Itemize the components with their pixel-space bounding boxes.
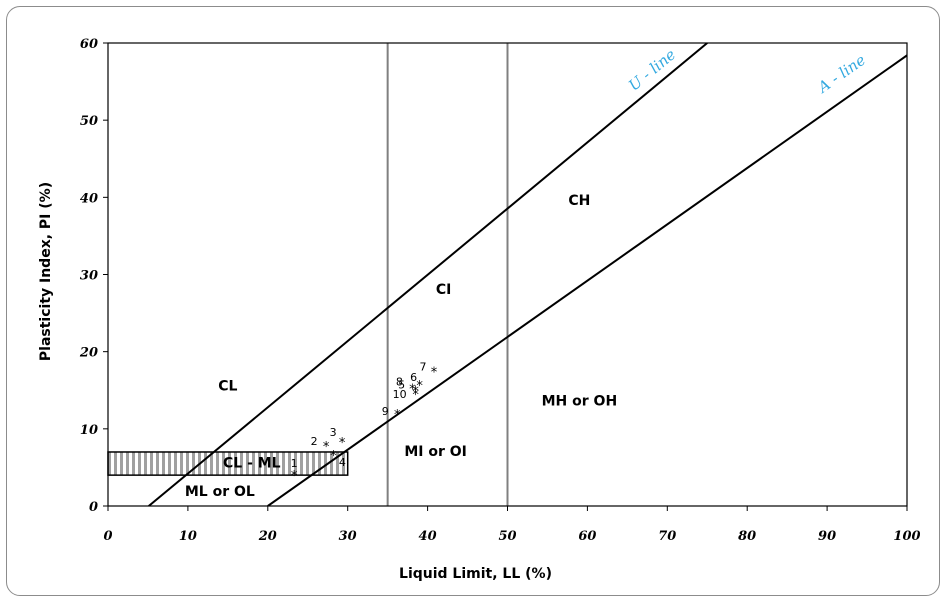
zone-label-ch: CH xyxy=(568,193,590,209)
data-point-label-10: 10 xyxy=(393,388,407,401)
x-tick-label: 40 xyxy=(419,529,437,544)
y-axis-title: Plasticity Index, PI (%) xyxy=(38,182,54,361)
y-tick-label: 60 xyxy=(80,37,98,52)
data-point-label-3: 3 xyxy=(330,426,337,439)
data-point-3: * xyxy=(339,436,346,451)
data-point-label-8: 8 xyxy=(396,376,403,389)
data-point-6: * xyxy=(416,379,423,394)
data-point-1: * xyxy=(291,469,298,484)
data-point-8: * xyxy=(409,383,416,398)
y-tick-label: 30 xyxy=(80,269,98,284)
data-point-label-9: 9 xyxy=(382,405,389,418)
x-tick-label: 30 xyxy=(339,529,357,544)
data-point-5: * xyxy=(412,384,419,399)
zone-label-mh-or-oh: MH or OH xyxy=(542,394,618,410)
zone-label-ci: CI xyxy=(436,282,451,298)
chart-frame xyxy=(6,6,940,596)
zone-label-cl: CL xyxy=(218,378,237,394)
data-point-9: * xyxy=(394,408,401,423)
a-line xyxy=(267,54,907,506)
u-line-label: U - line xyxy=(625,45,679,94)
zone-label-mi-or-oi: MI or OI xyxy=(404,444,467,460)
x-tick-label: 90 xyxy=(818,529,836,544)
data-point-2: * xyxy=(323,440,330,455)
zone-label-cl-ml: CL - ML xyxy=(223,455,281,471)
x-tick-label: 100 xyxy=(893,529,920,544)
data-point-label-6: 6 xyxy=(410,371,417,384)
data-point-10: * xyxy=(412,388,419,403)
data-point-label-7: 7 xyxy=(419,361,426,374)
x-tick-label: 20 xyxy=(258,529,277,544)
x-tick-label: 50 xyxy=(498,529,516,544)
x-axis-title: Liquid Limit, LL (%) xyxy=(399,566,552,582)
x-tick-label: 70 xyxy=(658,529,676,544)
y-tick-label: 20 xyxy=(79,346,98,361)
x-tick-label: 80 xyxy=(738,529,756,544)
x-tick-label: 10 xyxy=(179,529,197,544)
data-point-label-4: 4 xyxy=(339,456,346,469)
y-tick-label: 50 xyxy=(80,114,98,129)
y-tick-label: 40 xyxy=(80,191,98,206)
data-point-7: * xyxy=(431,366,438,381)
data-point-4: * xyxy=(330,449,337,464)
data-point-label-5: 5 xyxy=(398,378,405,391)
y-tick-label: 0 xyxy=(89,500,98,515)
x-tick-label: 0 xyxy=(103,529,112,544)
data-point-label-1: 1 xyxy=(291,457,298,470)
x-tick-label: 60 xyxy=(578,529,596,544)
y-tick-label: 10 xyxy=(80,423,98,438)
u-line xyxy=(148,43,708,506)
a-line-label: A - line xyxy=(813,51,869,98)
data-point-label-2: 2 xyxy=(311,435,318,448)
zone-label-ml-or-ol: ML or OL xyxy=(185,484,255,500)
